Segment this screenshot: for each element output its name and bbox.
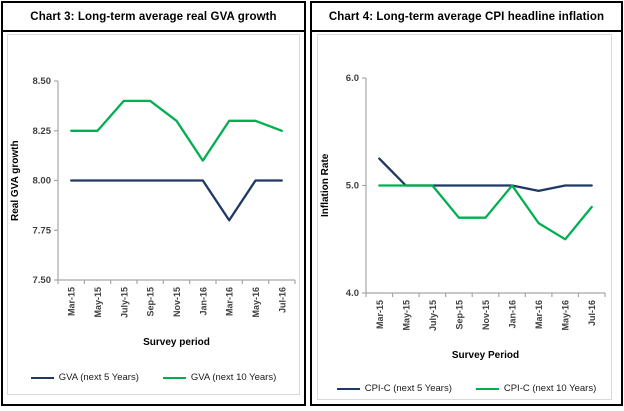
legend-item-cpi-10y: CPI-C (next 10 Years) — [475, 383, 597, 394]
series-line — [70, 99, 283, 162]
navy-line-swatch — [336, 387, 360, 390]
x-tick-label: May-16 — [561, 300, 571, 331]
y-tick-label: 8.00 — [33, 176, 52, 187]
x-tick-label: Mar-16 — [225, 287, 235, 316]
y-tick-label: 7.75 — [33, 225, 52, 236]
y-tick-label: 6.0 — [346, 73, 359, 84]
green-line-swatch — [162, 376, 186, 379]
chart3-panel: Chart 3: Long-term average real GVA grow… — [1, 1, 306, 406]
x-tick-label: Nov-15 — [481, 300, 491, 330]
x-tick-label: Sep-15 — [454, 300, 464, 330]
x-tick-label: Sep-15 — [146, 287, 156, 317]
legend-item-cpi-5y: CPI-C (next 5 Years) — [336, 383, 452, 394]
navy-line-swatch — [30, 376, 54, 379]
legend-label: GVA (next 10 Years) — [190, 372, 277, 383]
y-tick-label: 4.0 — [346, 288, 359, 299]
chart3-x-axis-title: Survey period — [143, 337, 210, 348]
x-tick-label: Mar-15 — [375, 300, 385, 329]
x-tick-label: May-15 — [401, 300, 411, 331]
legend-label: CPI-C (next 5 Years) — [364, 383, 452, 394]
chart3-title: Chart 3: Long-term average real GVA grow… — [3, 3, 304, 32]
chart4-title: Chart 4: Long-term average CPI headline … — [312, 3, 621, 32]
x-tick-label: Jul-16 — [277, 287, 287, 313]
x-tick-label: Jan-16 — [508, 300, 518, 329]
x-tick-label: May-16 — [251, 287, 261, 318]
legend-label: CPI-C (next 10 Years) — [503, 383, 597, 394]
chart4-image-frame — [317, 34, 612, 400]
chart4-body: 6.0 5.0 4.0 Mar-15 May-15 July-15 Sep-15 Nov-15… — [312, 32, 621, 404]
y-tick-label: 8.50 — [33, 76, 52, 87]
chart4-legend: CPI-C (next 5 Years) CPI-C (next 10 Year… — [312, 383, 621, 394]
x-tick-label: Jul-16 — [587, 300, 597, 326]
x-tick-label: Jan-16 — [198, 287, 208, 316]
legend-label: GVA (next 5 Years) — [58, 372, 139, 383]
chart3-image-frame — [7, 34, 300, 395]
series-line — [378, 184, 593, 241]
x-tick-label: July-15 — [428, 300, 438, 331]
chart3-body: 8.50 8.25 8.00 7.75 7.50 Mar-15 May-15 July-15 S… — [3, 32, 304, 404]
legend-item-gva-10y: GVA (next 10 Years) — [162, 372, 277, 383]
chart4-y-axis-title: Inflation Rate — [320, 153, 331, 218]
chart4-panel: Chart 4: Long-term average CPI headline … — [310, 1, 623, 406]
chart4-plot-area: 6.0 5.0 4.0 Mar-15 May-15 July-15 Sep-15 Nov-15… — [346, 73, 606, 331]
x-tick-label: Nov-15 — [172, 287, 182, 317]
y-tick-label: 7.50 — [33, 275, 52, 286]
chart4-x-axis-title: Survey Period — [451, 350, 520, 361]
x-tick-label: Mar-16 — [534, 300, 544, 329]
green-line-swatch — [475, 387, 499, 390]
series-line — [70, 179, 283, 222]
x-tick-label: July-15 — [119, 287, 129, 318]
y-tick-label: 8.25 — [33, 126, 52, 137]
chart3-plot-area: 8.50 8.25 8.00 7.75 7.50 Mar-15 May-15 July-15 S… — [33, 76, 296, 318]
y-tick-label: 5.0 — [346, 181, 359, 192]
chart3-legend: GVA (next 5 Years) GVA (next 10 Years) — [3, 372, 304, 383]
chart3-y-axis-title: Real GVA growth — [10, 140, 21, 221]
x-tick-label: Mar-15 — [67, 287, 77, 316]
legend-item-gva-5y: GVA (next 5 Years) — [30, 372, 139, 383]
x-tick-label: May-15 — [93, 287, 103, 318]
